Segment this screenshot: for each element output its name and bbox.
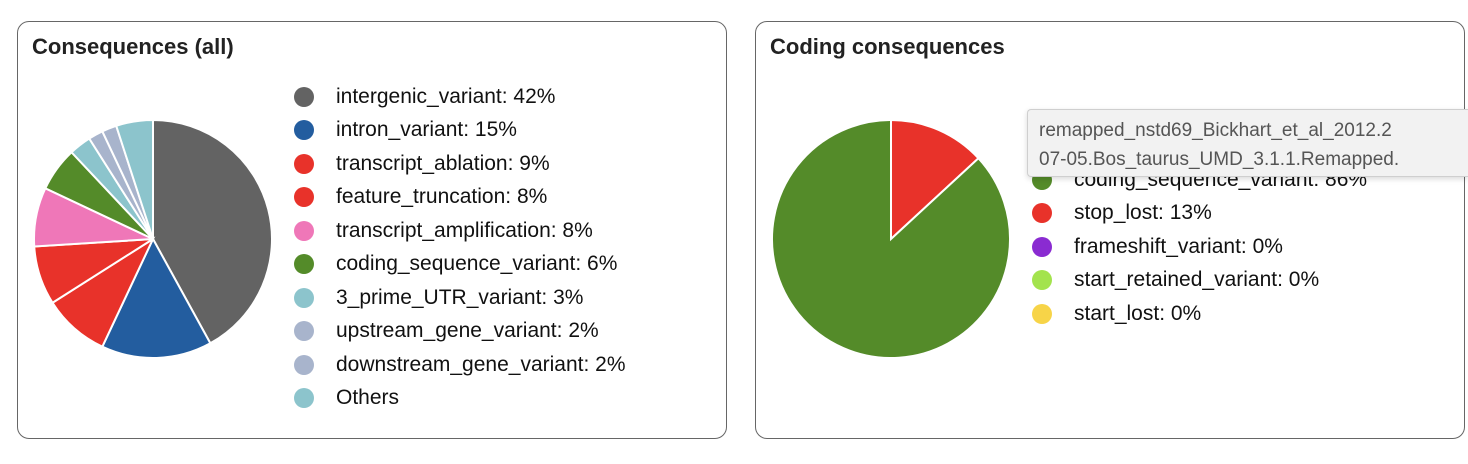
tooltip: remapped_nstd69_Bickhart_et_al_2012.2 07… <box>1027 109 1468 177</box>
legend-swatch <box>294 86 314 107</box>
legend-swatch <box>294 153 314 174</box>
legend-item[interactable]: feature_truncation: 8% <box>294 181 626 215</box>
legend-item[interactable]: downstream_gene_variant: 2% <box>294 348 626 382</box>
pie-slice[interactable] <box>771 118 1011 359</box>
legend-item[interactable]: upstream_gene_variant: 2% <box>294 315 626 349</box>
legend-item[interactable]: transcript_amplification: 8% <box>294 214 626 248</box>
legend-item[interactable]: intron_variant: 15% <box>294 114 626 148</box>
legend-item[interactable]: intergenic_variant: 42% <box>294 80 626 114</box>
legend-label: intergenic_variant: 42% <box>336 84 556 108</box>
legend-swatch <box>294 220 314 241</box>
legend-swatch <box>294 287 314 308</box>
legend-label: stop_lost: 13% <box>1074 201 1212 225</box>
legend-swatch <box>1032 303 1052 324</box>
legend-label: start_lost: 0% <box>1074 301 1202 325</box>
pie-slice[interactable] <box>101 236 212 359</box>
consequences-all-pie <box>33 118 273 359</box>
legend-item[interactable]: transcript_ablation: 9% <box>294 147 626 181</box>
legend-swatch <box>294 120 314 141</box>
legend-swatch <box>294 321 314 342</box>
legend-swatch <box>1032 270 1052 291</box>
pie-slice[interactable] <box>152 118 273 345</box>
legend-swatch <box>294 187 314 208</box>
legend-label: intron_variant: 15% <box>336 118 517 142</box>
coding-consequences-legend: coding_sequence_variant: 86% stop_lost: 1… <box>1032 163 1367 331</box>
legend-item[interactable]: frameshift_variant: 0% <box>1032 230 1367 264</box>
legend-item[interactable]: start_retained_variant: 0% <box>1032 264 1367 298</box>
pie-slice[interactable] <box>114 118 154 240</box>
coding-consequences-pie <box>771 118 1011 359</box>
coding-consequences-panel: Coding consequences coding_sequence_vari… <box>755 21 1465 439</box>
legend-label: coding_sequence_variant: 6% <box>336 252 618 276</box>
legend-item[interactable]: start_lost: 0% <box>1032 297 1367 331</box>
legend-item[interactable]: Others <box>294 382 626 416</box>
tooltip-line-2: 07-05.Bos_taurus_UMD_3.1.1.Remapped. <box>1039 149 1400 170</box>
legend-item[interactable]: 3_prime_UTR_variant: 3% <box>294 281 626 315</box>
legend-swatch <box>1032 236 1052 257</box>
legend-item[interactable]: stop_lost: 13% <box>1032 197 1367 231</box>
legend-label: feature_truncation: 8% <box>336 185 548 209</box>
legend-item[interactable]: coding_sequence_variant: 6% <box>294 248 626 282</box>
legend-swatch <box>294 388 314 409</box>
tooltip-line-1: remapped_nstd69_Bickhart_et_al_2012.2 <box>1039 120 1392 141</box>
legend-swatch <box>1032 203 1052 224</box>
legend-label: 3_prime_UTR_variant: 3% <box>336 285 584 309</box>
legend-swatch <box>294 254 314 275</box>
legend-label: upstream_gene_variant: 2% <box>336 319 599 343</box>
legend-label: transcript_amplification: 8% <box>336 218 593 242</box>
legend-label: downstream_gene_variant: 2% <box>336 352 626 376</box>
legend-swatch <box>294 354 314 375</box>
legend-label: frameshift_variant: 0% <box>1074 234 1283 258</box>
consequences-all-legend: intergenic_variant: 42% intron_variant: 1… <box>294 80 626 415</box>
chart-title: Consequences (all) <box>32 34 234 59</box>
legend-label: transcript_ablation: 9% <box>336 151 550 175</box>
consequences-all-panel: Consequences (all) intergenic_variant: 4… <box>17 21 727 439</box>
chart-title: Coding consequences <box>770 34 1005 59</box>
pie-slice[interactable] <box>890 118 980 242</box>
legend-label: start_retained_variant: 0% <box>1074 268 1320 292</box>
legend-label: Others <box>336 386 400 410</box>
